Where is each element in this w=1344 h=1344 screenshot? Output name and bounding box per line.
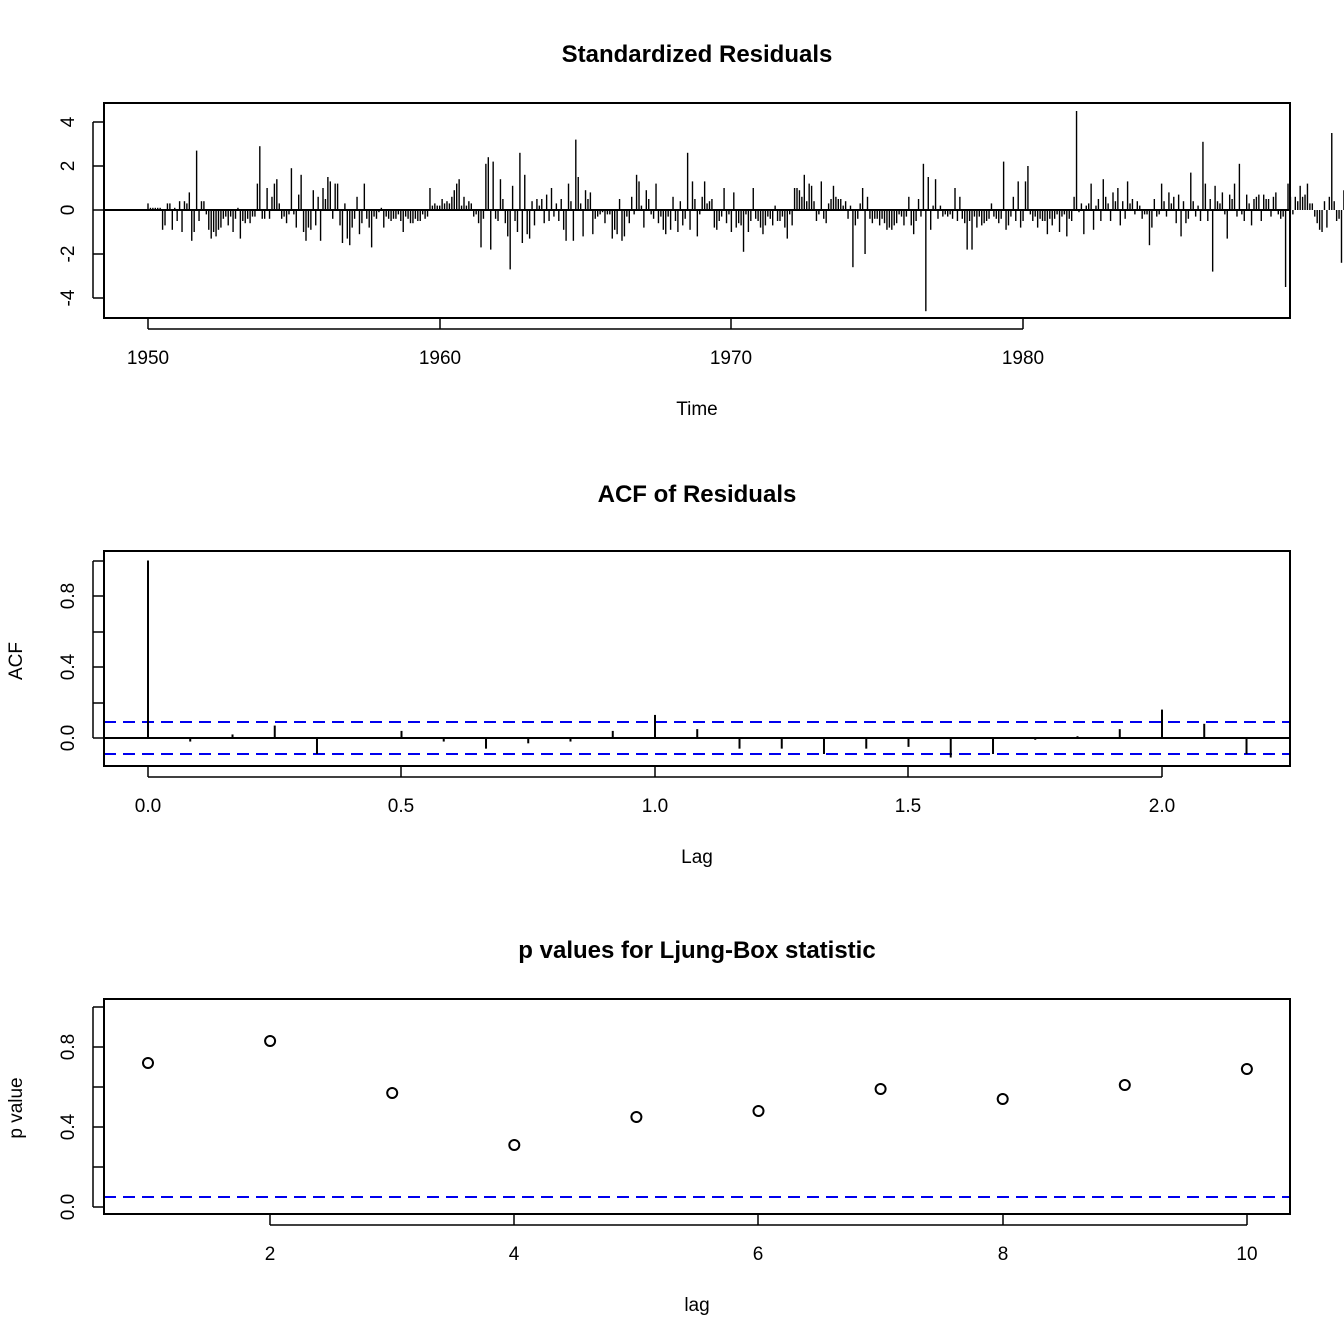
y-tick-label: 0.0: [58, 1194, 79, 1220]
ljung-box-y-label: p value: [6, 1077, 27, 1138]
y-tick-label: -4: [58, 289, 79, 306]
acf-x-label: Lag: [681, 847, 713, 868]
x-tick-label: 1.5: [895, 796, 921, 817]
x-tick-label: 1960: [419, 348, 461, 369]
acf-y-label: ACF: [6, 642, 27, 680]
y-tick-label: 0: [58, 205, 79, 216]
x-tick-label: 10: [1236, 1244, 1257, 1265]
p-value-point: [264, 1035, 277, 1047]
p-value-point: [1118, 1079, 1131, 1091]
x-tick-label: 8: [998, 1244, 1009, 1265]
ljung-box-title: p values for Ljung-Box statistic: [518, 937, 875, 964]
acf-panel: ACF of Residuals 0.0 0.4 0.8 ACF 0.0 0.5…: [6, 481, 1291, 868]
p-value-points: [142, 1035, 1253, 1151]
y-tick-label: 0.4: [58, 653, 79, 680]
p-value-point: [386, 1087, 399, 1099]
p-value-point: [874, 1083, 887, 1095]
acf-bars: [147, 560, 1248, 758]
acf-plot-frame: [103, 550, 1291, 767]
residuals-x-label: Time: [676, 399, 718, 420]
residuals-title: Standardized Residuals: [562, 41, 833, 68]
y-tick-label: 2: [58, 161, 79, 172]
x-tick-label: 0.5: [388, 796, 414, 817]
x-tick-label: 0.0: [135, 796, 161, 817]
x-tick-label: 6: [753, 1244, 764, 1265]
x-tick-label: 1970: [710, 348, 752, 369]
ljung-box-panel: p values for Ljung-Box statistic 0.0 0.4…: [6, 937, 1291, 1316]
ljung-box-x-label: lag: [684, 1295, 709, 1316]
acf-title: ACF of Residuals: [598, 481, 797, 508]
x-tick-label: 1.0: [642, 796, 668, 817]
x-tick-label: 4: [509, 1244, 520, 1265]
y-tick-label: 4: [58, 116, 79, 127]
y-tick-label: 0.8: [58, 1034, 79, 1060]
x-tick-label: 1980: [1002, 348, 1044, 369]
y-tick-label: 0.4: [58, 1113, 79, 1140]
x-tick-label: 2: [265, 1244, 276, 1265]
residual-bars: [147, 111, 1344, 312]
p-value-point: [1240, 1063, 1253, 1075]
ljung-box-plot-frame: [103, 998, 1291, 1215]
p-value-point: [996, 1093, 1009, 1105]
x-tick-label: 2.0: [1149, 796, 1175, 817]
y-tick-label: 0.8: [58, 583, 79, 609]
p-value-point: [752, 1105, 765, 1117]
p-value-point: [630, 1111, 643, 1123]
residuals-panel: Standardized Residuals 4 2 0 -2 -4 1950 …: [58, 41, 1344, 420]
y-tick-label: -2: [58, 246, 79, 263]
y-tick-label: 0.0: [58, 725, 79, 751]
p-value-point: [508, 1139, 521, 1151]
p-value-point: [142, 1057, 154, 1069]
x-tick-label: 1950: [127, 348, 169, 369]
